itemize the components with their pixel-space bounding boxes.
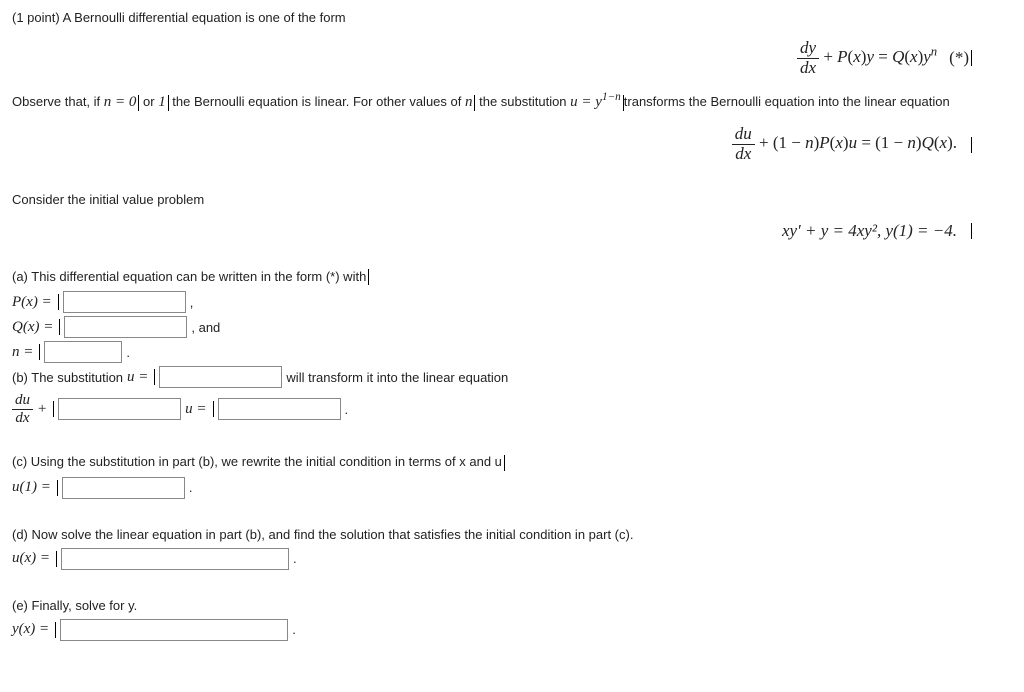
label-yx: y(x) = (12, 621, 49, 638)
input-lin-coeff[interactable] (58, 398, 181, 420)
observe-text: Observe that, if n = 0 or 1 the Bernoull… (12, 91, 1012, 111)
input-n[interactable] (44, 341, 122, 363)
label-ux: u(x) = (12, 550, 50, 567)
input-Px[interactable] (63, 291, 186, 313)
input-Qx[interactable] (64, 316, 187, 338)
ivp-title: Consider the initial value problem (12, 192, 1012, 207)
plus-sign: + (37, 401, 47, 418)
equation-tag: (*) (949, 48, 969, 68)
part-c-text: (c) Using the substitution in part (b), … (12, 454, 1012, 471)
ivp-equation: xy′ + y = 4xy², y(1) = −4. (12, 221, 972, 241)
input-yx[interactable] (60, 619, 288, 641)
input-u-sub[interactable] (159, 366, 282, 388)
input-lin-rhs[interactable] (218, 398, 341, 420)
label-and: , and (191, 320, 220, 335)
linear-equation: dudx + (1 − n)P(x)u = (1 − n)Q(x). (12, 125, 972, 163)
part-e-text: (e) Finally, solve for y. (12, 598, 1012, 613)
part-a-text: (a) This differential equation can be wr… (12, 269, 1012, 286)
input-u1[interactable] (62, 477, 185, 499)
label-n: n = (12, 344, 33, 361)
label-ueq: u = (185, 401, 206, 418)
problem-points: (1 point) A Bernoulli differential equat… (12, 10, 1012, 25)
label-Qx: Q(x) = (12, 319, 53, 336)
label-Px: P(x) = (12, 294, 52, 311)
label-dudx: dudx (12, 392, 33, 426)
part-b-row: (b) The substitution u = will transform … (12, 366, 1012, 388)
bernoulli-equation: dydx + P(x)y = Q(x)yn (*) (12, 39, 972, 77)
part-b-text: (b) The substitution (12, 370, 123, 385)
label-u: u = (127, 369, 148, 386)
label-u1: u(1) = (12, 479, 51, 496)
part-b-text2: will transform it into the linear equati… (286, 370, 508, 385)
part-d-text: (d) Now solve the linear equation in par… (12, 527, 1012, 542)
input-ux[interactable] (61, 548, 289, 570)
